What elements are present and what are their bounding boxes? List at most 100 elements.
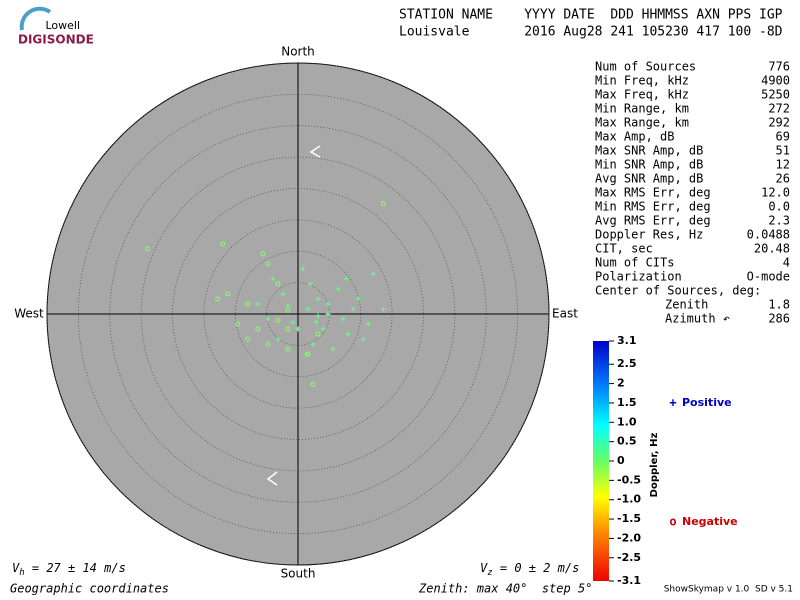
footer-right: ShowSkymap v 1.0 SD v 5.1	[664, 585, 793, 595]
stat-label: Max Amp, dB	[595, 130, 674, 144]
vz-sub: z	[487, 568, 492, 578]
stat-label: Max Freq, kHz	[595, 88, 689, 102]
source-negative	[245, 301, 251, 307]
source-negative	[285, 307, 291, 313]
arrow-marker	[309, 145, 321, 158]
vz-symbol: V	[480, 561, 488, 575]
source-negative	[225, 291, 231, 297]
source-positive	[307, 281, 313, 287]
legend-symbol: o	[669, 515, 676, 529]
source-negative	[255, 326, 261, 332]
colorbar-tick-label: 3.1	[617, 334, 637, 347]
footer-center: Zenith: max 40° step 5°	[418, 582, 592, 596]
stat-label: Polarization	[595, 270, 682, 284]
stat-value: 4	[783, 256, 790, 270]
source-positive	[370, 271, 376, 277]
stat-label: Num of CITs	[595, 256, 674, 270]
direction-label: East	[552, 307, 578, 321]
stat-value: 26	[776, 172, 790, 186]
stat-section-title: Center of Sources, deg:	[595, 284, 761, 298]
logo-swoosh	[19, 6, 52, 31]
logo-line2: DIGISONDE	[18, 33, 94, 47]
source-positive	[305, 306, 311, 312]
logo-line1: Lowell	[45, 19, 80, 32]
vh-sub: h	[19, 568, 24, 578]
source-negative	[275, 281, 281, 287]
colorbar-tick-label: -3.1	[617, 574, 641, 587]
stat-label: CIT, sec	[595, 242, 653, 256]
stat-value: 0.0488	[747, 228, 790, 242]
colorbar-tick-label: 2	[617, 377, 625, 390]
colorbar-tick-label: -0.5	[617, 473, 641, 486]
header-columns: STATION NAME YYYY DATE DDD HHMMSS AXN PP…	[399, 8, 783, 23]
stat-value: 51	[776, 144, 790, 158]
stat-value: 5250	[761, 88, 790, 102]
direction-label: North	[281, 45, 315, 59]
source-negative	[260, 251, 266, 257]
source-negative	[275, 317, 281, 323]
source-positive	[325, 311, 331, 317]
colorbar-label: Doppler, Hz	[649, 433, 660, 498]
source-negative	[245, 336, 251, 342]
header-values: Louisvale 2016 Aug28 241 105230 417 100 …	[399, 25, 783, 40]
stat-value: 69	[776, 130, 790, 144]
source-negative	[285, 346, 291, 352]
stat-label: Doppler Res, Hz	[595, 228, 703, 242]
stat-value: 286	[768, 312, 790, 326]
source-positive	[313, 319, 319, 325]
source-positive	[290, 319, 296, 325]
source-positive	[265, 316, 271, 322]
stat-label: Min SNR Amp, dB	[595, 158, 703, 172]
stat-value: 272	[768, 102, 790, 116]
source-negative	[265, 261, 271, 267]
vz-text: = 0 ± 2 m/s	[493, 561, 580, 575]
legend-label: Negative	[682, 515, 738, 528]
stat-label: Avg RMS Err, deg	[595, 214, 711, 228]
source-positive	[315, 313, 321, 319]
colorbar-tick-label: -2.0	[617, 531, 641, 544]
source-positive	[320, 326, 326, 332]
source-positive	[335, 286, 341, 292]
stat-label: Min Range, km	[595, 102, 689, 116]
source-positive	[330, 346, 336, 352]
colorbar-tick-label: 0.5	[617, 435, 637, 448]
source-negative	[235, 321, 241, 327]
source-positive	[310, 341, 316, 347]
direction-label: South	[281, 567, 316, 581]
source-negative	[310, 381, 316, 387]
stat-value: 292	[768, 116, 790, 130]
stat-value: 1.8	[768, 298, 790, 312]
stat-value: 2.3	[768, 214, 790, 228]
source-negative	[305, 351, 311, 357]
stat-label: Zenith	[665, 298, 708, 312]
stat-label: Avg SNR Amp, dB	[595, 172, 703, 186]
source-negative	[215, 296, 221, 302]
stat-value: 4900	[761, 74, 790, 88]
stat-value: 12.0	[761, 186, 790, 200]
colorbar-tick-label: -1.5	[617, 512, 641, 525]
source-positive	[325, 301, 331, 307]
colorbar-tick-label: 1.5	[617, 396, 637, 409]
source-positive	[255, 301, 261, 307]
colorbar-tick-label: -2.5	[617, 551, 641, 564]
colorbar-tick-label: 2.5	[617, 357, 637, 370]
arrow-marker	[266, 471, 278, 486]
source-positive	[380, 306, 386, 312]
source-negative	[315, 331, 321, 337]
vz: Vz = 0 ± 2 m/s	[480, 561, 579, 578]
direction-label: West	[14, 307, 44, 321]
source-positive	[295, 326, 301, 332]
source-positive	[280, 291, 286, 297]
source-positive	[360, 336, 366, 342]
source-positive	[343, 276, 349, 282]
footer-left: Geographic coordinates	[10, 582, 169, 596]
source-positive	[350, 306, 356, 312]
stat-label: Max SNR Amp, dB	[595, 144, 703, 158]
stat-label: Azimuth ↶	[665, 312, 730, 326]
source-negative	[380, 201, 386, 207]
legend-symbol: +	[669, 396, 676, 410]
stat-value: 776	[768, 60, 790, 74]
colorbar-tick-label: 0	[617, 454, 625, 467]
colorbar-tick-label: -1.0	[617, 493, 641, 506]
